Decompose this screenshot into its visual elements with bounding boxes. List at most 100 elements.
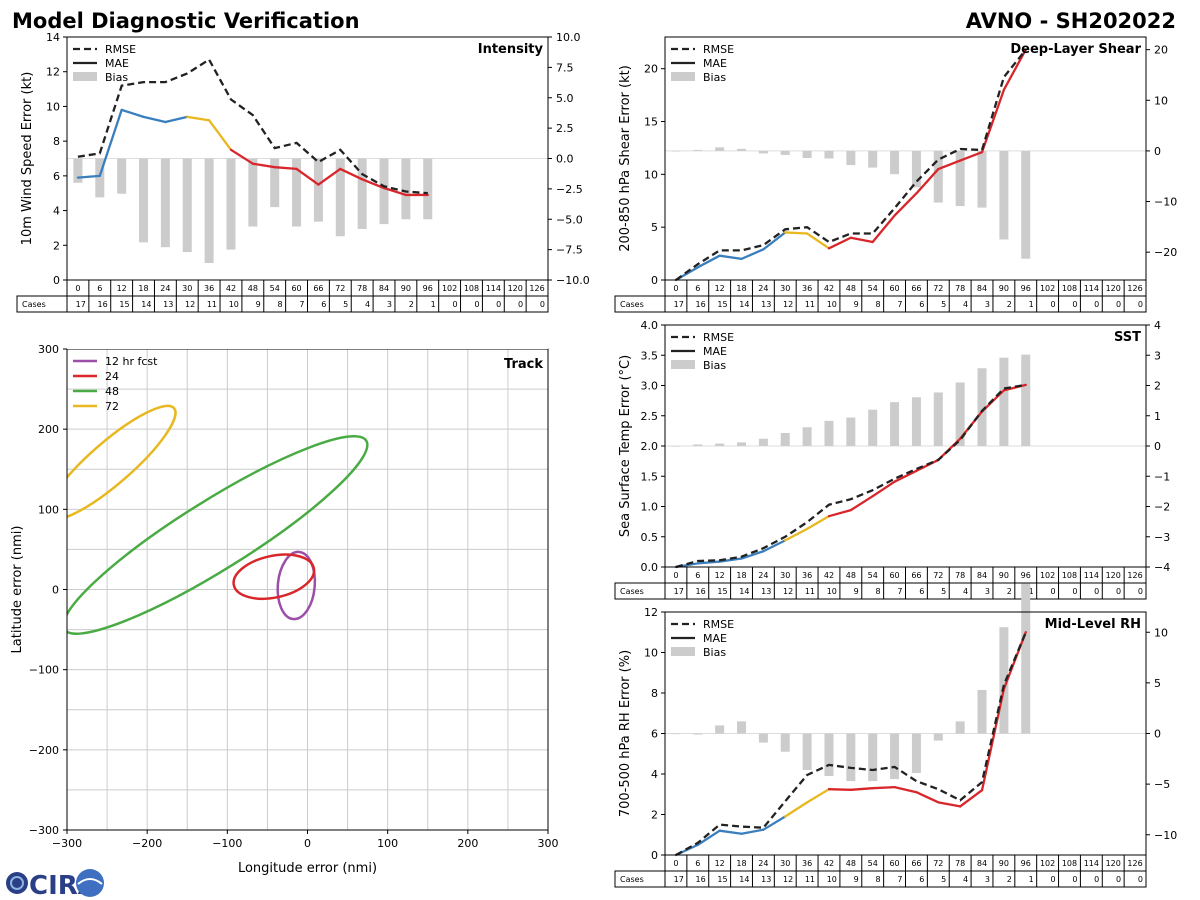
cases-cell: 0 — [1050, 587, 1055, 596]
bias-bar — [270, 158, 280, 208]
cases-cell: 13 — [163, 300, 173, 309]
cases-cell: 8 — [278, 300, 283, 309]
hour-cell: 36 — [802, 859, 812, 868]
hour-cell: 24 — [758, 571, 768, 580]
legend-mae-label: MAE — [703, 632, 727, 645]
y2-tick-label: 2 — [1154, 380, 1161, 393]
hour-cell: 24 — [758, 859, 768, 868]
cases-cell: 14 — [739, 587, 749, 596]
cases-cell: 6 — [919, 300, 924, 309]
y2-tick-label: −10 — [1154, 196, 1177, 209]
bias-bar — [802, 150, 812, 158]
y-tick-label: 0 — [651, 274, 658, 287]
hour-cell: 12 — [715, 859, 725, 868]
hour-cell: 114 — [1084, 284, 1099, 293]
mae-segment — [295, 167, 320, 186]
cases-cell: 15 — [119, 300, 129, 309]
cases-cell: 17 — [674, 300, 684, 309]
mae-segment — [740, 248, 765, 261]
cases-cell: 0 — [1138, 300, 1143, 309]
rmse-line — [675, 631, 1027, 857]
mae-segment — [361, 178, 386, 190]
y-tick-label: 0.5 — [641, 531, 659, 544]
mae-segment — [696, 254, 721, 269]
cases-cell: 0 — [1050, 300, 1055, 309]
legend-label: 12 hr fcst — [105, 355, 158, 368]
hour-cell: 60 — [889, 571, 899, 580]
bias-bar — [977, 150, 987, 208]
bias-bar — [182, 158, 192, 253]
cases-row — [614, 870, 1147, 888]
storm-id: AVNO - SH202022 — [966, 9, 1176, 33]
y2-tick-label: 5.0 — [556, 92, 574, 105]
cases-cell: 7 — [299, 300, 304, 309]
cases-cell: 10 — [827, 875, 837, 884]
y-tick-label: 15 — [644, 116, 658, 129]
hour-cell: 18 — [138, 284, 148, 293]
panel-title: Deep-Layer Shear — [1010, 42, 1141, 57]
cases-cell: 14 — [739, 300, 749, 309]
cases-cell: 7 — [897, 587, 902, 596]
hour-cell: 42 — [226, 284, 236, 293]
bias-bar — [117, 158, 127, 194]
bias-bar — [671, 150, 681, 152]
hour-cell: 60 — [291, 284, 301, 293]
bias-bar — [933, 150, 943, 203]
bias-bar — [846, 150, 856, 166]
bias-bar — [933, 392, 943, 446]
y-tick-label: 12 — [46, 66, 60, 79]
bias-bar — [715, 725, 725, 734]
sst-panel: 0.00.51.01.52.02.53.03.54.0−4−3−2−101234… — [614, 319, 1170, 600]
hour-cell: 42 — [824, 571, 834, 580]
y-tick-label: 12 — [644, 606, 658, 619]
hour-cell: 6 — [97, 284, 102, 293]
mae-segment — [207, 119, 233, 151]
cases-label: Cases — [22, 300, 46, 309]
hour-cell: 48 — [846, 571, 856, 580]
y-tick-label: 5 — [651, 221, 658, 234]
hour-cell: 72 — [933, 284, 943, 293]
y-tick-label: 1.0 — [641, 501, 659, 514]
bias-bar — [955, 382, 965, 446]
mae-segment — [849, 495, 874, 512]
mae-segment — [120, 108, 145, 118]
cases-cell: 3 — [985, 875, 990, 884]
mae-segment — [762, 539, 787, 553]
mae-segment — [893, 786, 918, 794]
hour-cell: 36 — [204, 284, 214, 293]
bias-bar — [824, 733, 834, 777]
mae-segment — [937, 159, 962, 171]
y-tick-label: 4 — [53, 205, 60, 218]
y-tick-label: 10 — [46, 100, 60, 113]
legend-bias-swatch — [671, 72, 695, 81]
cases-cell: 0 — [474, 300, 479, 309]
hour-cell: 90 — [401, 284, 411, 293]
bias-bar — [379, 158, 389, 225]
y-axis-label: 700-500 hPa RH Error (%) — [618, 650, 633, 817]
mae-segment — [980, 687, 1006, 792]
hour-cell: 30 — [780, 859, 790, 868]
hour-cell: 24 — [758, 284, 768, 293]
panel-title: Intensity — [478, 42, 544, 57]
hour-cell: 78 — [955, 284, 965, 293]
bias-bar — [824, 420, 834, 446]
y2-tick-label: 0 — [1154, 440, 1161, 453]
mae-segment — [871, 786, 896, 790]
cases-cell: 10 — [827, 300, 837, 309]
y2-tick-label: 10 — [1154, 626, 1168, 639]
bias-bar — [758, 150, 768, 154]
cases-cell: 0 — [452, 300, 457, 309]
intensity-panel: 02468101214−10.0−7.5−5.0−2.50.02.55.07.5… — [16, 31, 590, 313]
legend-mae-label: MAE — [105, 57, 129, 70]
hour-cell: 12 — [117, 284, 127, 293]
mae-segment — [718, 557, 743, 563]
cases-cell: 10 — [229, 300, 239, 309]
y-tick-label: 200 — [38, 423, 59, 436]
mae-segment — [142, 115, 167, 124]
track-ellipse — [276, 550, 317, 621]
bias-bar — [846, 417, 856, 446]
cases-cell: 12 — [783, 587, 793, 596]
cases-cell: 15 — [717, 300, 727, 309]
cases-cell: 16 — [696, 587, 706, 596]
